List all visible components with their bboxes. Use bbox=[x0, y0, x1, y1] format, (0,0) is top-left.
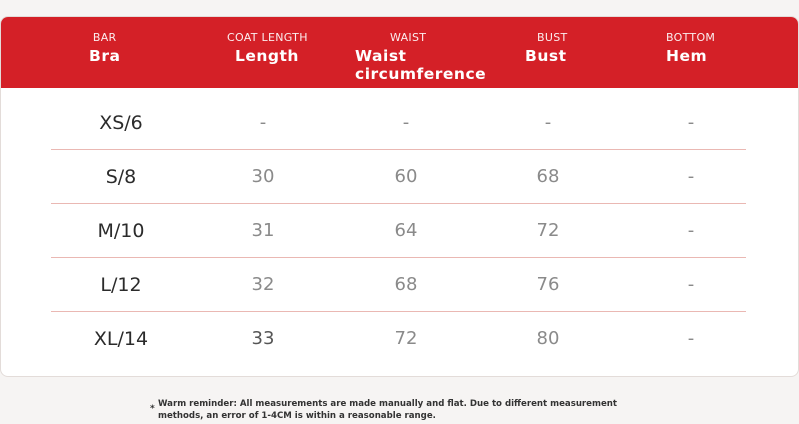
cell-waist: 72 bbox=[394, 328, 418, 349]
cell-length: 31 bbox=[251, 220, 275, 241]
cell-bust: 68 bbox=[536, 166, 560, 187]
cell-size: S/8 bbox=[105, 166, 137, 188]
header-bar-small: BAR bbox=[92, 31, 117, 44]
cell-hem: - bbox=[687, 166, 695, 187]
table-row: XS/6 - - - - bbox=[51, 96, 746, 150]
cell-size: M/10 bbox=[97, 220, 145, 242]
header-coat-length-big: Length bbox=[235, 47, 299, 65]
header-bust: BUST Bust bbox=[525, 31, 568, 65]
table-row: L/12 32 68 76 - bbox=[51, 258, 746, 312]
cell-waist: 68 bbox=[394, 274, 418, 295]
size-chart-card: BAR Bra COAT LENGTH Length WAIST Waist c… bbox=[0, 16, 799, 377]
table-header: BAR Bra COAT LENGTH Length WAIST Waist c… bbox=[1, 17, 798, 88]
cell-bust: - bbox=[544, 112, 552, 133]
table-row: M/10 31 64 72 - bbox=[51, 204, 746, 258]
cell-length: - bbox=[259, 112, 267, 133]
header-bust-small: BUST bbox=[537, 31, 568, 44]
cell-bust: 76 bbox=[536, 274, 560, 295]
header-coat-length-small: COAT LENGTH bbox=[227, 31, 308, 44]
header-waist-small: WAIST bbox=[390, 31, 427, 44]
cell-waist: 64 bbox=[394, 220, 418, 241]
header-bottom-small: BOTTOM bbox=[666, 31, 716, 44]
measurement-note: * Warm reminder: All measurements are ma… bbox=[150, 398, 658, 422]
cell-length: 32 bbox=[251, 274, 275, 295]
asterisk: * bbox=[150, 404, 155, 414]
cell-bust: 80 bbox=[536, 328, 560, 349]
header-bottom: BOTTOM Hem bbox=[666, 31, 715, 65]
table-row: S/8 30 60 68 - bbox=[51, 150, 746, 204]
cell-hem: - bbox=[687, 328, 695, 349]
cell-length: 33 bbox=[251, 328, 275, 349]
header-bar-big: Bra bbox=[89, 47, 121, 65]
header-waist: WAIST Waist circumference bbox=[355, 31, 487, 83]
cell-hem: - bbox=[687, 112, 695, 133]
cell-waist: - bbox=[402, 112, 410, 133]
cell-hem: - bbox=[687, 274, 695, 295]
header-waist-big: Waist circumference bbox=[355, 47, 487, 83]
table-row: XL/14 33 72 80 - bbox=[51, 312, 746, 366]
table-body: XS/6 - - - - S/8 30 60 68 - M/10 31 64 7… bbox=[51, 96, 746, 366]
cell-size: XL/14 bbox=[93, 328, 149, 350]
cell-waist: 60 bbox=[394, 166, 418, 187]
cell-length: 30 bbox=[251, 166, 275, 187]
note-text: Warm reminder: All measurements are made… bbox=[158, 399, 618, 421]
cell-size: XS/6 bbox=[99, 112, 143, 134]
cell-hem: - bbox=[687, 220, 695, 241]
header-coat-length: COAT LENGTH Length bbox=[227, 31, 308, 65]
header-bar: BAR Bra bbox=[89, 31, 120, 65]
header-bottom-big: Hem bbox=[666, 47, 708, 65]
cell-size: L/12 bbox=[100, 274, 142, 296]
cell-bust: 72 bbox=[536, 220, 560, 241]
header-bust-big: Bust bbox=[525, 47, 567, 65]
